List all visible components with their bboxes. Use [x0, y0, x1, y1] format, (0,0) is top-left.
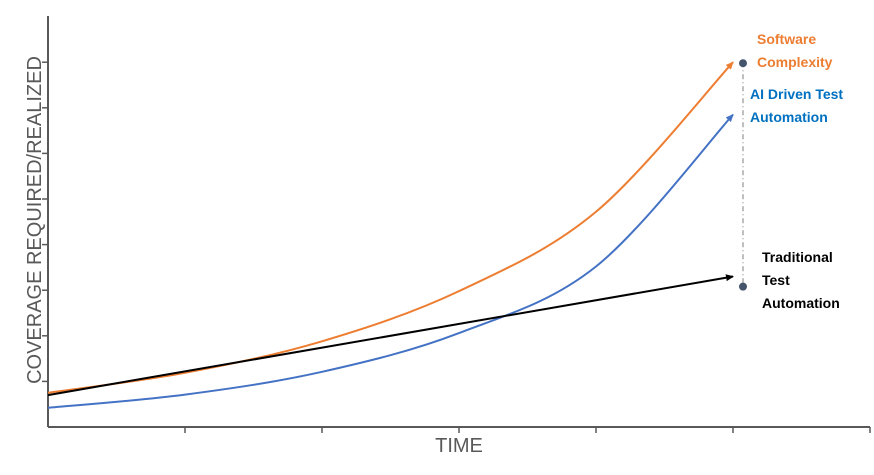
axes [42, 16, 871, 433]
x-axis-label: TIME [435, 435, 483, 457]
y-axis-label: COVERAGE REQUIRED/REALIZED [24, 56, 46, 384]
series-line-software-complexity [47, 61, 734, 394]
series-line-ai-driven-test-automation [47, 113, 734, 409]
endpoint-marker-bottom [739, 282, 747, 291]
series-label-traditional-test-automation: Traditional Test Automation [762, 249, 840, 311]
series-group [47, 61, 734, 409]
series-line-traditional-test-automation [47, 274, 734, 397]
series-label-ai-driven-test-automation: AI Driven Test Automation [750, 86, 847, 125]
endpoint-marker-top [739, 59, 747, 68]
end-markers [739, 59, 747, 291]
series-label-software-complexity: Software Complexity [757, 31, 833, 70]
